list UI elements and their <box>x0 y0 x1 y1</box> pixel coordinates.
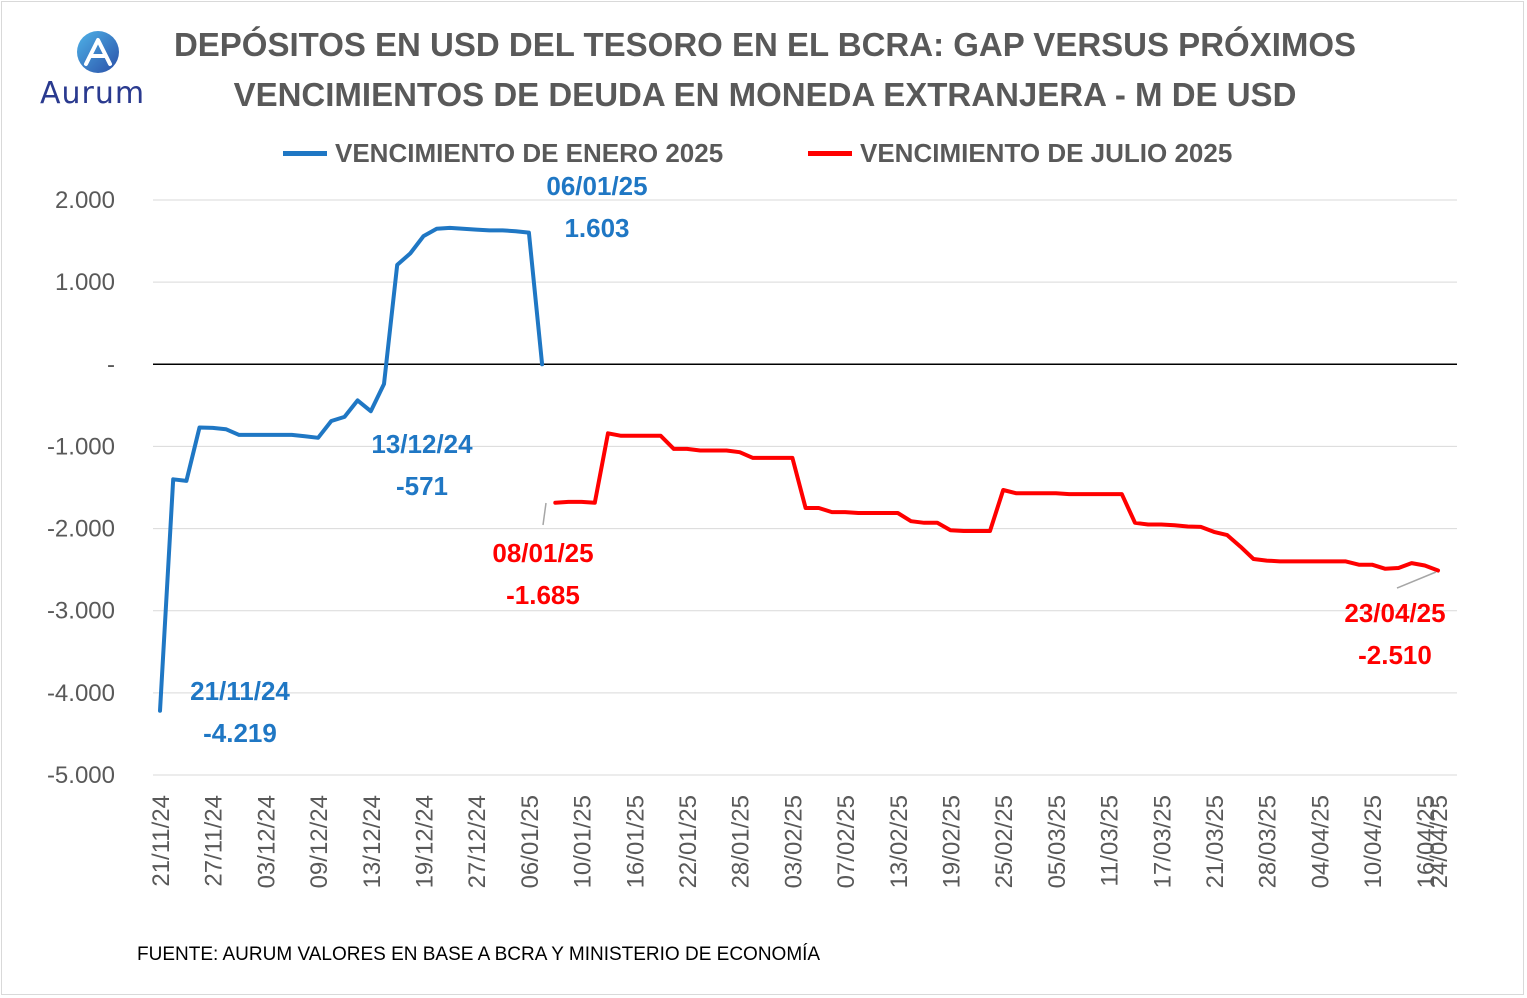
x-tick-label: 03/12/24 <box>253 795 280 888</box>
series-line-julio <box>553 431 1440 573</box>
legend-label-enero: VENCIMIENTO DE ENERO 2025 <box>335 138 724 168</box>
annotation-leader <box>542 502 547 526</box>
x-tick-label: 21/03/25 <box>1202 795 1229 888</box>
y-tick-label: 2.000 <box>55 187 115 214</box>
source-note: FUENTE: AURUM VALORES EN BASE A BCRA Y M… <box>137 944 821 965</box>
x-tick-label: 16/01/25 <box>622 795 649 888</box>
x-tick-label: 10/04/25 <box>1360 795 1387 888</box>
x-tick-label: 10/01/25 <box>570 795 597 888</box>
x-tick-label: 11/03/25 <box>1097 795 1124 887</box>
x-tick-label: 22/01/25 <box>675 795 702 888</box>
y-tick-label: -5.000 <box>47 762 115 789</box>
x-tick-label: 24/04/25 <box>1426 795 1453 888</box>
aurum-logo <box>38 30 168 110</box>
legend: VENCIMIENTO DE ENERO 2025 VENCIMIENTO DE… <box>0 138 1527 172</box>
y-tick-label: -4.000 <box>47 680 115 707</box>
y-tick-label: -1.000 <box>47 433 115 460</box>
x-tick-label: 28/01/25 <box>728 795 755 888</box>
annotation-value: -2.510 <box>1358 640 1432 670</box>
annotation-value: -4.219 <box>203 718 277 748</box>
legend-item-julio: VENCIMIENTO DE JULIO 2025 <box>808 138 1232 169</box>
chart-title: DEPÓSITOS EN USD DEL TESORO EN EL BCRA: … <box>150 20 1380 120</box>
annotation-value: -571 <box>396 471 448 501</box>
x-tick-label: 09/12/24 <box>306 795 333 888</box>
x-tick-label: 07/02/25 <box>833 795 860 888</box>
x-tick-label: 19/12/24 <box>412 795 439 888</box>
legend-item-enero: VENCIMIENTO DE ENERO 2025 <box>283 138 723 169</box>
y-tick-label: 1.000 <box>55 269 115 296</box>
annotation-date: 13/12/24 <box>371 429 473 459</box>
x-tick-label: 27/11/24 <box>201 795 228 887</box>
series-line-enero <box>158 225 545 713</box>
x-tick-label: 25/02/25 <box>991 795 1018 888</box>
x-tick-label: 13/02/25 <box>886 795 913 888</box>
annotation-value: -1.685 <box>506 580 580 610</box>
x-tick-label: 04/04/25 <box>1307 795 1334 888</box>
annotation-date: 21/11/24 <box>190 676 290 706</box>
legend-swatch-enero <box>283 151 327 156</box>
legend-label-julio: VENCIMIENTO DE JULIO 2025 <box>860 138 1233 168</box>
x-tick-label: 19/02/25 <box>939 795 966 888</box>
annotation-date: 23/04/25 <box>1344 598 1445 628</box>
title-line-1: DEPÓSITOS EN USD DEL TESORO EN EL BCRA: … <box>173 26 1357 63</box>
annotation-leader <box>1396 571 1437 589</box>
x-tick-label: 06/01/25 <box>517 795 544 888</box>
y-tick-label: - <box>107 351 115 378</box>
title-line-2: VENCIMIENTOS DE DEUDA EN MONEDA EXTRANJE… <box>233 76 1297 113</box>
x-tick-label: 21/11/24 <box>148 795 175 887</box>
y-tick-label: -3.000 <box>47 598 115 625</box>
annotation-value: 1.603 <box>564 213 629 243</box>
x-tick-label: 17/03/25 <box>1149 795 1176 888</box>
logo-text: Aurum <box>40 76 146 111</box>
x-tick-label: 13/12/24 <box>359 795 386 888</box>
legend-swatch-julio <box>808 151 852 156</box>
x-tick-label: 05/03/25 <box>1044 795 1071 888</box>
x-tick-label: 27/12/24 <box>464 795 491 888</box>
aurum-logo-icon <box>77 31 119 73</box>
annotation-date: 08/01/25 <box>492 538 593 568</box>
x-tick-label: 16/04/25 <box>1413 795 1440 888</box>
annotation-date: 06/01/25 <box>546 171 647 201</box>
x-tick-label: 03/02/25 <box>780 795 807 888</box>
x-tick-label: 28/03/25 <box>1255 795 1282 888</box>
y-tick-label: -2.000 <box>47 516 115 543</box>
